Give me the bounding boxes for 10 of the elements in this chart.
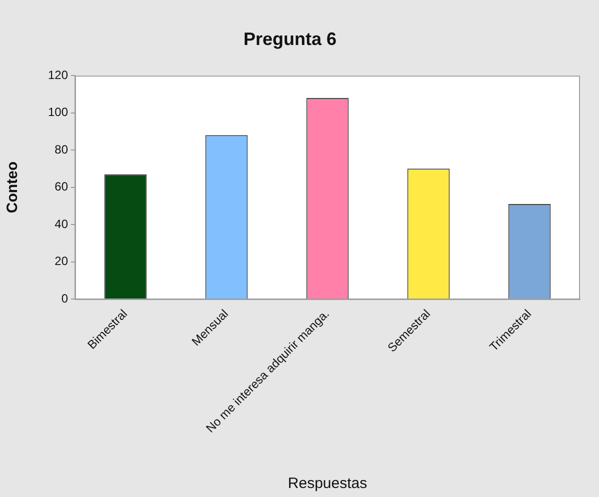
y-tick-label: 20	[54, 254, 68, 268]
y-axis-title: Conteo	[4, 161, 22, 214]
y-tick-label: 80	[54, 142, 68, 156]
x-axis-title: Respuestas	[288, 475, 368, 492]
y-tick-label: 120	[48, 68, 68, 82]
y-tick-label: 100	[48, 105, 68, 120]
y-tick-label: 60	[54, 180, 68, 194]
chart-title: Pregunta 6	[243, 28, 337, 49]
y-tick-label: 40	[54, 216, 68, 231]
y-tick-label: 0	[61, 291, 68, 306]
